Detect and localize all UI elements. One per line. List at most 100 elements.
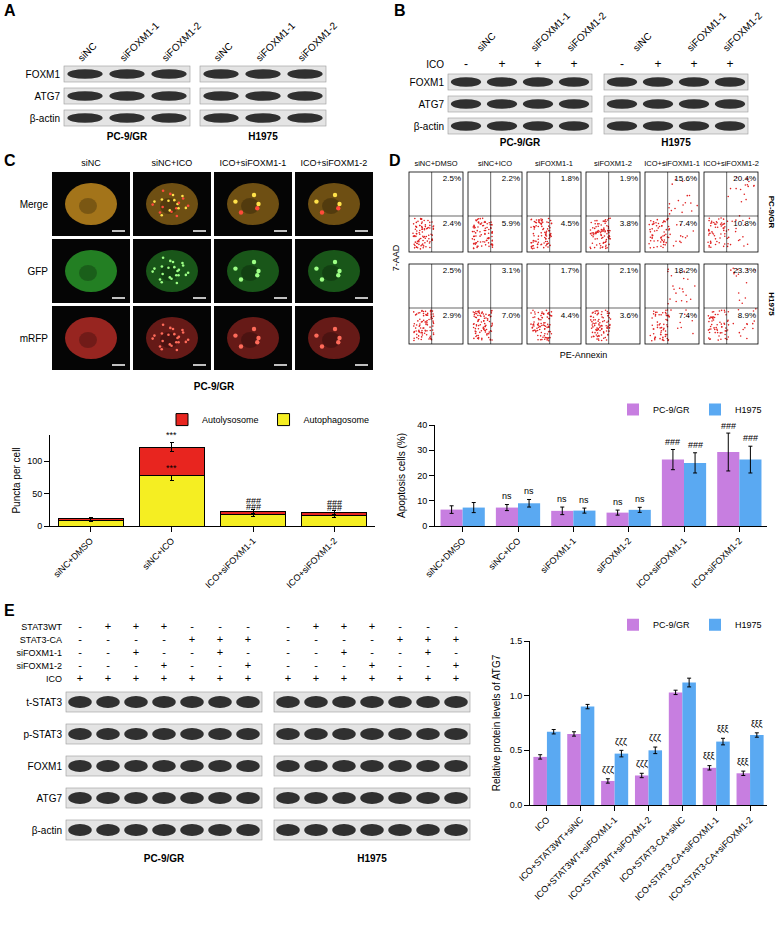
- svg-text:-: -: [246, 646, 250, 658]
- svg-text:ns: ns: [613, 497, 623, 507]
- svg-text:siFOXM1-2: siFOXM1-2: [296, 20, 340, 64]
- svg-text:+: +: [313, 620, 319, 632]
- svg-text:+: +: [189, 633, 195, 645]
- svg-text:-: -: [106, 646, 110, 658]
- svg-text:+: +: [217, 633, 223, 645]
- svg-text:###: ###: [665, 437, 680, 447]
- svg-text:Merge: Merge: [20, 199, 49, 210]
- svg-text:PC-9/GR: PC-9/GR: [500, 137, 541, 148]
- svg-text:-: -: [398, 620, 402, 632]
- svg-text:ns: ns: [557, 494, 567, 504]
- svg-text:ICO+STAT3-CA+siFOXM1-1: ICO+STAT3-CA+siFOXM1-1: [633, 815, 721, 903]
- svg-text:ξξξ: ξξξ: [737, 757, 749, 767]
- svg-text:siNC: siNC: [212, 40, 235, 63]
- svg-text:-: -: [106, 659, 110, 671]
- svg-text:-: -: [218, 659, 222, 671]
- svg-text:-: -: [134, 633, 138, 645]
- svg-text:GFP: GFP: [27, 266, 48, 277]
- svg-text:18.2%: 18.2%: [674, 266, 697, 275]
- svg-text:0: 0: [37, 521, 42, 531]
- svg-text:23.3%: 23.3%: [733, 266, 756, 275]
- svg-text:ATG7: ATG7: [37, 793, 63, 804]
- svg-text:siNC+DMSO: siNC+DMSO: [424, 536, 468, 580]
- svg-text:+: +: [313, 672, 319, 684]
- svg-text:+: +: [425, 672, 431, 684]
- svg-text:+: +: [77, 672, 83, 684]
- svg-text:β-actin: β-actin: [32, 825, 62, 836]
- svg-text:8.9%: 8.9%: [738, 311, 756, 320]
- svg-text:β-actin: β-actin: [30, 113, 60, 124]
- svg-text:STAT3WT: STAT3WT: [21, 622, 62, 632]
- svg-text:PC-9/GR: PC-9/GR: [144, 853, 185, 864]
- svg-text:+: +: [105, 672, 111, 684]
- svg-text:+: +: [498, 57, 505, 71]
- svg-text:-: -: [78, 659, 82, 671]
- svg-text:ns: ns: [524, 486, 534, 496]
- svg-text:+: +: [105, 620, 111, 632]
- svg-text:40: 40: [417, 420, 427, 430]
- svg-text:H1975: H1975: [661, 137, 691, 148]
- svg-text:ICO+siFOXM1-1: ICO+siFOXM1-1: [220, 158, 287, 168]
- svg-text:ICO+siFOXM1-2: ICO+siFOXM1-2: [285, 536, 339, 590]
- svg-text:ξξξ: ξξξ: [717, 724, 729, 734]
- svg-text:PC-9/GR: PC-9/GR: [767, 196, 776, 229]
- svg-text:Puncta per cell: Puncta per cell: [11, 447, 22, 513]
- svg-text:FOXM1: FOXM1: [26, 69, 61, 80]
- svg-text:siFOXM1-1: siFOXM1-1: [254, 20, 298, 64]
- svg-text:ICO+STAT3WT+siFOXM1-2: ICO+STAT3WT+siFOXM1-2: [566, 815, 653, 902]
- svg-text:A: A: [4, 2, 16, 19]
- svg-text:siFOXM1-1: siFOXM1-1: [16, 648, 62, 658]
- svg-text:+: +: [245, 633, 251, 645]
- svg-text:siFOXM1-2: siFOXM1-2: [160, 20, 204, 64]
- svg-text:H1975: H1975: [735, 620, 762, 630]
- svg-text:ζζζ: ζζζ: [649, 733, 661, 743]
- svg-text:H1975: H1975: [248, 131, 278, 142]
- svg-text:-: -: [286, 633, 290, 645]
- svg-text:7.0%: 7.0%: [502, 311, 520, 320]
- svg-text:ICO: ICO: [426, 59, 444, 70]
- svg-text:+: +: [133, 646, 139, 658]
- svg-text:-: -: [218, 620, 222, 632]
- svg-text:4.4%: 4.4%: [561, 311, 579, 320]
- svg-text:0.5: 0.5: [510, 745, 523, 755]
- svg-text:4.5%: 4.5%: [561, 219, 579, 228]
- svg-text:###: ###: [327, 503, 342, 513]
- svg-text:1.5: 1.5: [510, 636, 523, 646]
- svg-text:ATG7: ATG7: [35, 91, 61, 102]
- svg-text:30: 30: [417, 445, 427, 455]
- svg-text:+: +: [726, 57, 733, 71]
- svg-text:-: -: [286, 646, 290, 658]
- svg-text:5.9%: 5.9%: [502, 219, 520, 228]
- svg-text:###: ###: [743, 433, 758, 443]
- svg-text:50: 50: [32, 489, 42, 499]
- svg-text:H1975: H1975: [735, 405, 762, 415]
- svg-text:FOXM1: FOXM1: [410, 77, 445, 88]
- svg-text:PC-9/GR: PC-9/GR: [653, 620, 690, 630]
- svg-text:+: +: [133, 672, 139, 684]
- svg-text:ICO: ICO: [46, 674, 62, 684]
- svg-text:Apoptosis cells (%): Apoptosis cells (%): [396, 433, 407, 518]
- svg-text:siNC: siNC: [81, 158, 101, 168]
- svg-text:+: +: [425, 646, 431, 658]
- svg-text:2.4%: 2.4%: [443, 219, 461, 228]
- svg-text:3.1%: 3.1%: [502, 266, 520, 275]
- svg-text:ns: ns: [635, 494, 645, 504]
- svg-text:###: ###: [246, 502, 261, 512]
- svg-text:-: -: [106, 633, 110, 645]
- svg-text:-: -: [162, 646, 166, 658]
- svg-text:ICO+STAT3-CA+siNC: ICO+STAT3-CA+siNC: [618, 814, 688, 884]
- svg-text:-: -: [398, 659, 402, 671]
- svg-text:2.2%: 2.2%: [502, 174, 520, 183]
- svg-text:siFOXM1-1: siFOXM1-1: [535, 159, 573, 168]
- svg-text:siFOXM1-2: siFOXM1-2: [594, 536, 633, 575]
- svg-text:ICO+siFOXM1-2: ICO+siFOXM1-2: [301, 158, 368, 168]
- svg-text:Relative protein levels of ATG: Relative protein levels of ATG7: [491, 654, 502, 791]
- svg-text:ICO+STAT3WT+siNC: ICO+STAT3WT+siNC: [517, 814, 586, 883]
- svg-text:siFOXM1-2: siFOXM1-2: [721, 10, 765, 54]
- svg-text:E: E: [4, 602, 15, 619]
- svg-text:1.0: 1.0: [510, 691, 523, 701]
- svg-text:FOXM1: FOXM1: [28, 761, 63, 772]
- svg-text:D: D: [389, 152, 401, 169]
- svg-text:-: -: [314, 633, 318, 645]
- svg-text:1.9%: 1.9%: [620, 174, 638, 183]
